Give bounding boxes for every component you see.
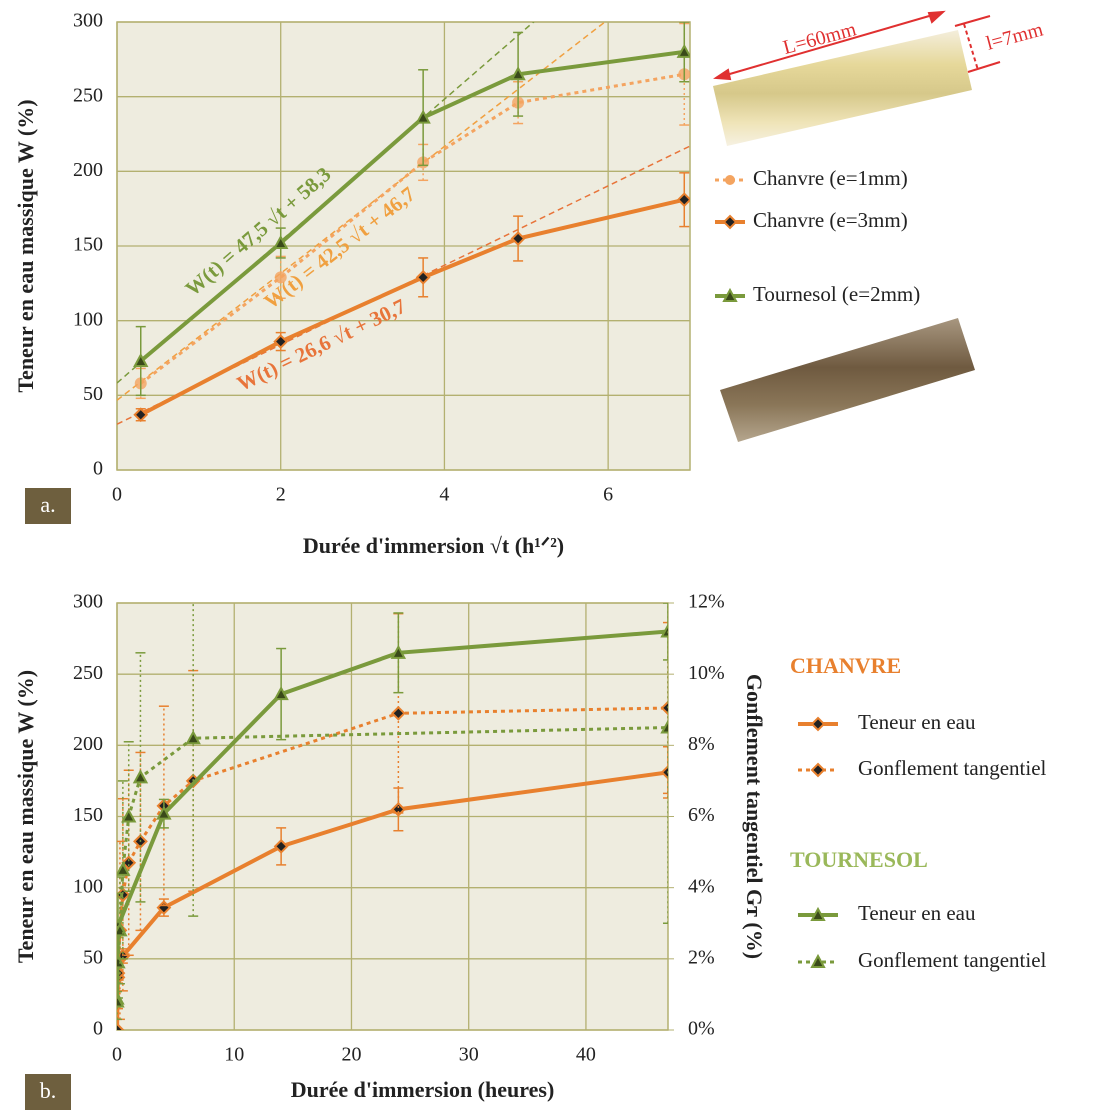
marker [676,43,690,58]
fiber-image [713,30,972,146]
marker [274,271,287,284]
panel-label: a. [40,492,55,517]
y-tick-label: 300 [73,10,103,32]
y-tick-label: 150 [73,234,103,256]
legend-marker [810,906,826,921]
marker [676,192,690,208]
x-tick-label: 40 [576,1044,596,1066]
legend-label: Teneur en eau [858,901,976,925]
length-annotation: L=60mm [781,18,859,59]
marker [390,705,406,721]
marker [660,623,668,638]
y-tick-label: 0 [93,1018,103,1040]
marker [117,922,128,937]
marker [117,1022,125,1030]
marker [133,407,149,423]
y-tick-label: 150 [73,804,103,826]
y2-tick-label: 10% [688,662,725,684]
y2-tick-label: 0% [688,1018,715,1040]
y2-tick-label: 4% [688,875,715,897]
y2-tick-label: 8% [688,733,715,755]
fit-line [117,22,607,401]
legend-label: Gonflement tangentiel [858,948,1047,972]
marker [273,234,289,250]
x-axis-label: Durée d'immersion √t (h¹ᐟ²) [303,533,564,558]
x-tick-label: 10 [224,1044,244,1066]
x-tick-label: 0 [112,1044,122,1066]
legend-marker [810,716,826,732]
marker [510,66,526,81]
marker [660,719,668,734]
legend-marker [725,175,735,185]
x-axis-label: Durée d'immersion (heures) [291,1077,555,1102]
legend-label: Teneur en eau [858,710,976,734]
marker [660,764,668,780]
y2-tick-label: 2% [688,946,715,968]
y-tick-label: 250 [73,84,103,106]
legend-label: Gonflement tangentiel [858,756,1047,780]
y2-axis-label: Gonflement tangentiel Gᴛ (%) [742,674,767,959]
fiber-image [720,318,975,442]
x-tick-label: 0 [112,484,122,506]
legend-label: Tournesol (e=2mm) [753,282,920,306]
marker [273,334,289,349]
plot-area [117,22,690,425]
y-tick-label: 0 [93,458,103,480]
marker [415,109,431,124]
plot-area [117,603,668,1030]
legend-group-title: TOURNESOL [790,847,928,872]
marker [121,855,137,871]
y-tick-label: 50 [83,383,103,405]
marker [133,352,149,367]
y-tick-label: 250 [73,662,103,684]
y-tick-label: 100 [73,308,103,330]
y-tick-label: 300 [73,591,103,613]
y-tick-label: 200 [73,733,103,755]
marker [510,231,526,246]
y-axis-label: Teneur en eau massique W (%) [13,99,38,392]
marker [121,808,137,823]
legend-label: Chanvre (e=3mm) [753,208,908,232]
marker [156,805,172,820]
x-tick-label: 30 [459,1044,479,1066]
marker [132,769,149,784]
marker [660,700,668,716]
y2-tick-label: 6% [688,804,715,826]
y2-tick-label: 12% [688,591,725,613]
marker [273,838,289,854]
legend-marker [722,287,738,302]
series-line [117,726,668,1002]
legend-marker [722,214,738,230]
y-tick-label: 100 [73,875,103,897]
x-tick-label: 2 [276,484,286,506]
dimension-arrows [713,10,1001,81]
legend-label: Chanvre (e=1mm) [753,166,908,190]
marker [415,269,431,285]
marker [117,861,131,876]
marker [273,686,289,701]
panel-label-box [25,1074,71,1110]
y-tick-label: 200 [73,159,103,181]
legend-group-title: CHANVRE [790,653,901,678]
width-annotation: l=7mm [984,18,1046,54]
x-tick-label: 6 [603,484,613,506]
marker [390,644,407,659]
x-tick-label: 4 [439,484,449,506]
panel-label: b. [40,1078,57,1103]
y-axis-label: Teneur en eau massique W (%) [13,670,38,963]
legend-marker [810,953,826,968]
plot-border [116,21,691,471]
x-tick-label: 20 [341,1044,361,1066]
panel-label-box [25,488,71,524]
legend-marker [810,762,826,778]
marker [185,730,201,745]
fit-line [117,145,690,425]
y-tick-label: 50 [83,946,103,968]
